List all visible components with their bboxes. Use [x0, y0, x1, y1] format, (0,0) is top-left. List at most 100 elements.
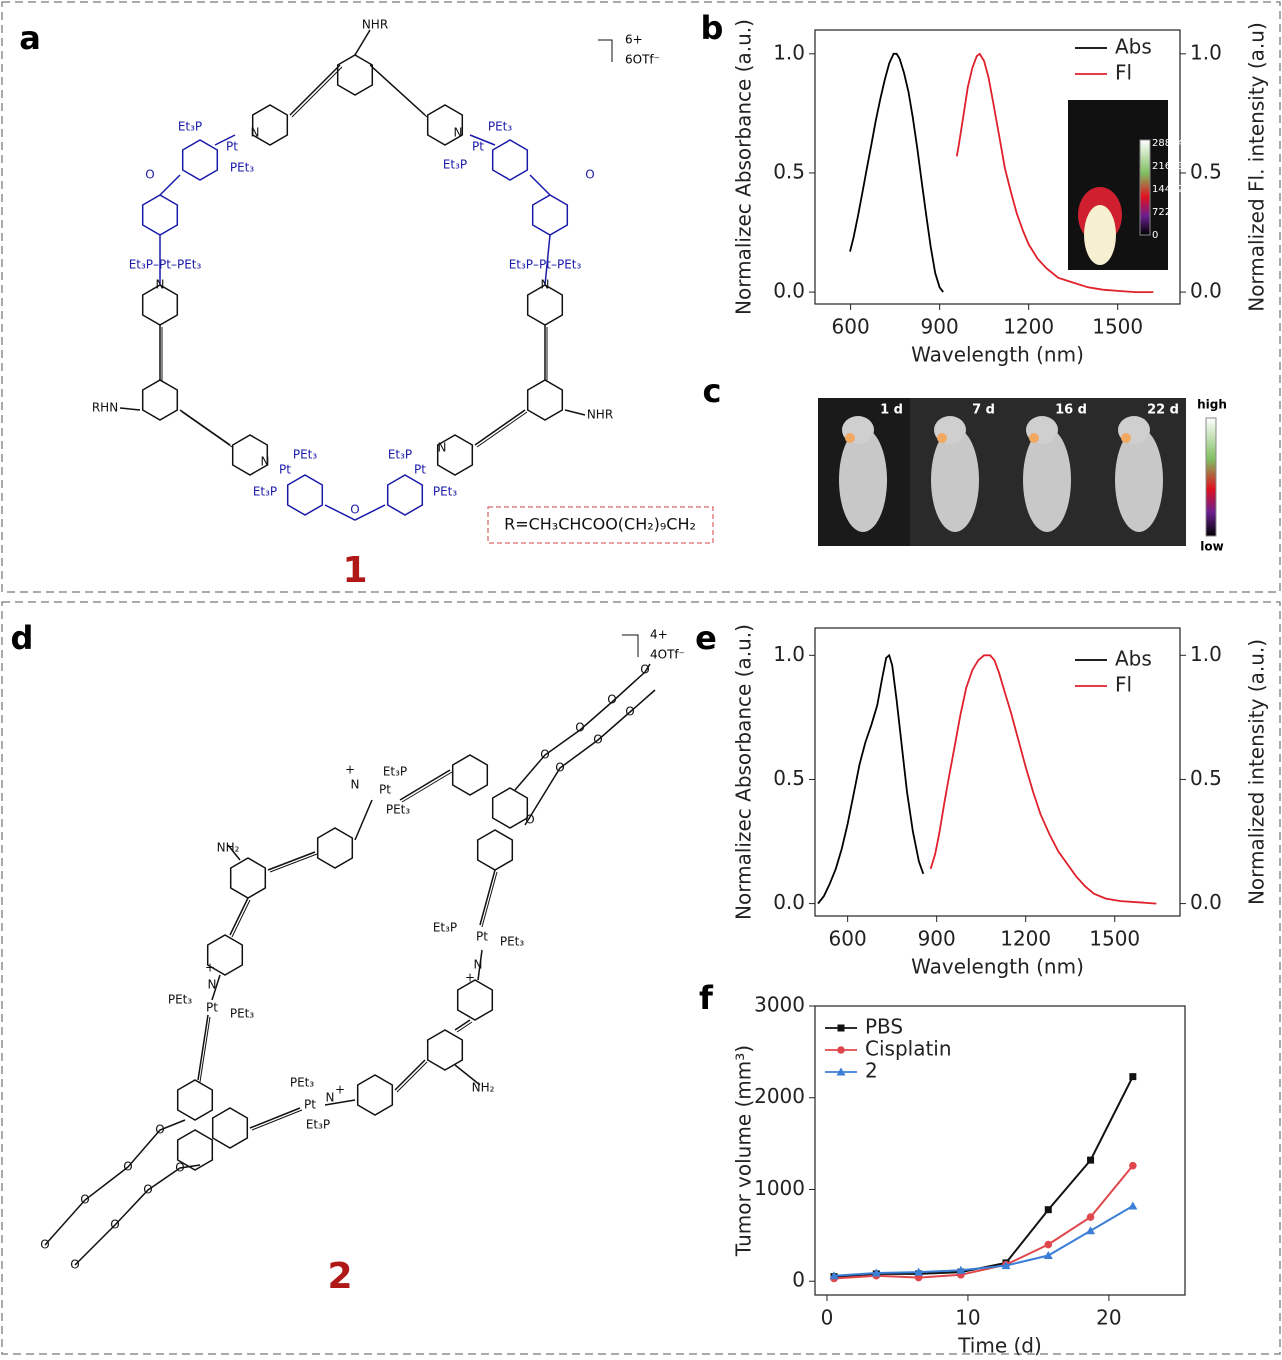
panel-letter: a	[19, 19, 41, 57]
marker	[1043, 1251, 1053, 1260]
y-axis-title: Normalizec Absorbance (a.u.)	[732, 19, 756, 315]
panel-frame	[1, 1, 1281, 593]
atom-label: O	[640, 663, 649, 677]
charge: 6+	[625, 33, 643, 47]
x-tick-label: 600	[832, 315, 870, 339]
signal	[1029, 433, 1039, 443]
panel-letter: f	[699, 979, 714, 1017]
atom-label: N	[326, 1091, 335, 1105]
ring	[531, 194, 569, 236]
bond	[214, 134, 236, 146]
y-tick-label: 1000	[754, 1176, 805, 1200]
bond	[481, 871, 498, 928]
series-line	[833, 1164, 1134, 1280]
atom-label: O	[143, 1183, 152, 1197]
atom-label: N	[454, 126, 463, 140]
atom-label: Pt	[379, 783, 391, 797]
bond	[396, 1061, 428, 1093]
bond	[324, 504, 386, 521]
x-tick-label: 1200	[1003, 315, 1054, 339]
bond	[159, 174, 181, 196]
marker	[914, 1273, 923, 1282]
y2-tick-label: 0.0	[1190, 890, 1222, 914]
bond	[74, 1164, 201, 1266]
atom-label: O	[555, 761, 564, 775]
atom-label: PEt₃	[433, 485, 458, 499]
x-tick-label: 900	[918, 927, 956, 951]
atom-label: +	[205, 961, 215, 975]
atom-label: O	[145, 168, 154, 182]
bond	[197, 1014, 209, 1081]
series-line	[955, 52, 1154, 294]
atom-label: Et₃P	[253, 485, 277, 499]
marker	[829, 1271, 839, 1280]
atom-label: PEt₃	[293, 448, 318, 462]
atom-label: N	[351, 778, 360, 792]
atom-label: Pt	[414, 463, 426, 477]
atom-label: O	[80, 1193, 89, 1207]
bond	[267, 851, 316, 871]
bond	[456, 1021, 473, 1033]
atom-label: PEt₃	[290, 1076, 315, 1090]
y-tick-label: 1.0	[773, 642, 805, 666]
y-tick-label: 0.5	[773, 766, 805, 790]
ring	[176, 1129, 214, 1171]
atom-label: O	[593, 733, 602, 747]
inset-core	[1084, 205, 1116, 265]
marker	[1001, 1261, 1011, 1270]
atom-label: O	[575, 721, 584, 735]
atom-label: N	[156, 278, 165, 292]
counterion: 6OTf⁻	[625, 53, 660, 67]
bond	[454, 1019, 471, 1031]
atom-label: Pt	[476, 930, 488, 944]
atom-label: PEt₃	[230, 1007, 255, 1021]
ring	[206, 934, 244, 976]
day-label: 22 d	[1147, 403, 1179, 418]
mouse	[1115, 428, 1163, 532]
ring	[526, 379, 564, 421]
x-tick-label: 600	[829, 927, 867, 951]
bond	[469, 134, 496, 146]
y2-tick-label: 0.5	[1190, 766, 1222, 790]
atom-label: Et₃P–Pt–PEt₃	[509, 258, 582, 272]
atom-label: NH₂	[217, 841, 240, 855]
ring	[451, 754, 489, 796]
series-line	[817, 653, 925, 905]
atom-label: PEt₃	[230, 161, 255, 175]
atom-label: N	[438, 441, 447, 455]
bond	[249, 1107, 301, 1129]
atom-label: O	[625, 705, 634, 719]
atom-label: N	[474, 958, 483, 972]
bond	[289, 64, 341, 116]
ring	[181, 139, 219, 181]
atom-label: PEt₃	[488, 120, 513, 134]
mouse	[931, 428, 979, 532]
colorbar-label: 28884	[1152, 138, 1184, 149]
bond	[399, 769, 451, 801]
bond	[227, 844, 241, 861]
bond	[371, 66, 428, 118]
ring	[229, 857, 267, 899]
atom-label: N	[208, 978, 217, 992]
atom-label: NH₂	[472, 1081, 495, 1095]
y-tick-label: 2000	[754, 1084, 805, 1108]
y2-tick-label: 0.5	[1190, 159, 1222, 183]
ring	[476, 829, 514, 871]
atom-label: PEt₃	[168, 993, 193, 1007]
y-tick-label: 1.0	[773, 40, 805, 64]
day-label: 7 d	[972, 403, 995, 418]
bracket	[622, 634, 639, 657]
compound-number: 2	[327, 1256, 352, 1297]
mouse	[1023, 428, 1071, 532]
marker	[1129, 1073, 1137, 1081]
x-tick-label: 1500	[1089, 927, 1140, 951]
atom-label: O	[40, 1238, 49, 1252]
atom-label: O	[123, 1160, 132, 1174]
bond	[401, 771, 453, 803]
colorbar-label: 0	[1152, 230, 1158, 241]
atom-label: O	[155, 1123, 164, 1137]
bond	[324, 1099, 356, 1106]
bond	[354, 29, 371, 56]
plot-frame	[814, 627, 1181, 917]
